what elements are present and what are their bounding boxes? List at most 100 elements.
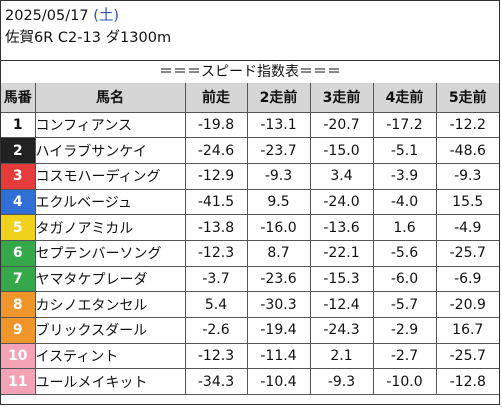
speed-index-value: -30.3 [246, 291, 311, 318]
race-date: 2025/05/17 [5, 8, 94, 24]
speed-index-value: -2.9 [372, 317, 437, 344]
post-number-badge: 6 [1, 239, 36, 267]
speed-index-value: -12.9 [184, 162, 248, 190]
speed-index-value: -23.6 [246, 265, 311, 293]
speed-index-value: -12.3 [184, 239, 248, 267]
speed-index-value: -24.3 [309, 317, 374, 344]
speed-index-value: -5.6 [372, 239, 437, 267]
table-row: 4 エクルベージュ -41.5 9.5 -24.0 -4.0 15.5 [1, 188, 499, 216]
speed-index-value: 3.4 [309, 162, 374, 190]
speed-index-value: -12.3 [184, 342, 248, 370]
speed-index-value: 16.7 [435, 317, 499, 344]
speed-index-value: 8.7 [246, 239, 311, 267]
post-number-badge: 9 [1, 317, 36, 344]
table-row: 6 セプテンバーソング -12.3 8.7 -22.1 -5.6 -25.7 [1, 239, 499, 267]
table-row: 11 ユールメイキット -34.3 -10.4 -9.3 -10.0 -12.8 [1, 368, 499, 396]
post-number-badge: 10 [1, 342, 36, 370]
speed-index-value: -3.9 [372, 162, 437, 190]
speed-index-value: -9.3 [435, 162, 499, 190]
horse-name: ハイラブサンケイ [34, 137, 186, 164]
horse-name: エクルベージュ [34, 188, 186, 216]
speed-index-value: -12.4 [309, 291, 374, 318]
table-caption: ＝＝＝スピード指数表＝＝＝ [1, 60, 499, 84]
col-header-horse-name: 馬名 [34, 83, 186, 113]
speed-index-value: -3.7 [184, 265, 248, 293]
speed-index-value: -4.0 [372, 188, 437, 216]
horse-name: ユールメイキット [34, 368, 186, 396]
speed-index-value: -10.0 [372, 368, 437, 396]
speed-index-value: -13.8 [184, 214, 248, 241]
speed-index-value: -20.7 [309, 111, 374, 139]
speed-index-value: -19.8 [184, 111, 248, 139]
speed-index-value: -34.3 [184, 368, 248, 396]
col-header-5-races-ago: 5走前 [435, 83, 499, 113]
speed-index-value: 2.1 [309, 342, 374, 370]
race-date-line: 2025/05/17 (土) [5, 5, 171, 27]
speed-index-value: -22.1 [309, 239, 374, 267]
post-number-badge: 2 [1, 137, 36, 164]
speed-index-value: -15.3 [309, 265, 374, 293]
speed-index-value: -24.0 [309, 188, 374, 216]
table-row: 5 タガノアミカル -13.8 -16.0 -13.6 1.6 -4.9 [1, 214, 499, 241]
speed-index-value: -6.9 [435, 265, 499, 293]
speed-index-value: 9.5 [246, 188, 311, 216]
speed-index-value: -25.7 [435, 342, 499, 370]
post-number-badge: 1 [1, 111, 36, 139]
speed-index-value: -25.7 [435, 239, 499, 267]
speed-index-value: -4.9 [435, 214, 499, 241]
speed-index-value: -48.6 [435, 137, 499, 164]
table-row: 10 イスティント -12.3 -11.4 2.1 -2.7 -25.7 [1, 342, 499, 370]
speed-index-value: -12.2 [435, 111, 499, 139]
speed-index-value: -2.6 [184, 317, 248, 344]
speed-index-value: -6.0 [372, 265, 437, 293]
speed-index-value: -24.6 [184, 137, 248, 164]
table-row: 8 カシノエタンセル 5.4 -30.3 -12.4 -5.7 -20.9 [1, 291, 499, 318]
speed-index-value: -16.0 [246, 214, 311, 241]
table-header-row: 馬番 馬名 前走 2走前 3走前 4走前 5走前 [1, 83, 499, 113]
speed-index-value: -41.5 [184, 188, 248, 216]
col-header-3-races-ago: 3走前 [309, 83, 374, 113]
horse-name: イスティント [34, 342, 186, 370]
speed-index-value: -19.4 [246, 317, 311, 344]
post-number-badge: 3 [1, 162, 36, 190]
table-row: 9 ブリックスダール -2.6 -19.4 -24.3 -2.9 16.7 [1, 317, 499, 344]
speed-index-value: -13.6 [309, 214, 374, 241]
horse-name: コンフィアンス [34, 111, 186, 139]
speed-index-value: -15.0 [309, 137, 374, 164]
table-row: 7 ヤマタケプレーダ -3.7 -23.6 -15.3 -6.0 -6.9 [1, 265, 499, 293]
post-number-badge: 7 [1, 265, 36, 293]
col-header-number: 馬番 [1, 83, 36, 113]
col-header-4-races-ago: 4走前 [372, 83, 437, 113]
horse-name: カシノエタンセル [34, 291, 186, 318]
speed-index-value: -13.1 [246, 111, 311, 139]
speed-index-value: -10.4 [246, 368, 311, 396]
speed-index-value: 1.6 [372, 214, 437, 241]
speed-index-value: 5.4 [184, 291, 248, 318]
post-number-badge: 8 [1, 291, 36, 318]
table-row: 2 ハイラブサンケイ -24.6 -23.7 -15.0 -5.1 -48.6 [1, 137, 499, 164]
post-number-badge: 11 [1, 368, 36, 396]
col-header-2-races-ago: 2走前 [246, 83, 311, 113]
speed-index-value: -2.7 [372, 342, 437, 370]
table-row: 3 コスモハーディング -12.9 -9.3 3.4 -3.9 -9.3 [1, 162, 499, 190]
post-number-badge: 5 [1, 214, 36, 241]
horse-name: タガノアミカル [34, 214, 186, 241]
speed-index-value: -9.3 [309, 368, 374, 396]
speed-index-value: -20.9 [435, 291, 499, 318]
speed-index-value: -5.1 [372, 137, 437, 164]
horse-name: ヤマタケプレーダ [34, 265, 186, 293]
table-row: 1 コンフィアンス -19.8 -13.1 -20.7 -17.2 -12.2 [1, 111, 499, 139]
race-info: 佐賀6R C2-13 ダ1300m [5, 30, 172, 46]
horse-name: ブリックスダール [34, 317, 186, 344]
speed-index-value: -12.8 [435, 368, 499, 396]
speed-index-value: -23.7 [246, 137, 311, 164]
table-body: 1 コンフィアンス -19.8 -13.1 -20.7 -17.2 -12.2 2 ハイラブサン… [1, 111, 499, 396]
speed-index-value: -5.7 [372, 291, 437, 318]
day-of-week: (土) [93, 8, 120, 24]
post-number-badge: 4 [1, 188, 36, 216]
speed-index-value: 15.5 [435, 188, 499, 216]
horse-name: コスモハーディング [34, 162, 186, 190]
horse-name: セプテンバーソング [34, 239, 186, 267]
speed-index-value: -17.2 [372, 111, 437, 139]
